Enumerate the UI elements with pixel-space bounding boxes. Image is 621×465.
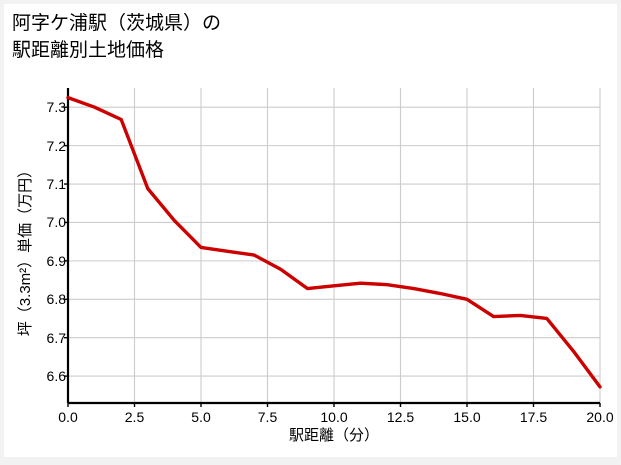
x-tick-label: 15.0 [453, 409, 481, 425]
y-tick-label: 6.9 [46, 252, 66, 269]
y-tick-label: 6.6 [46, 368, 66, 385]
gridlines [67, 88, 601, 403]
price-line-series [66, 95, 602, 389]
y-tick-label: 6.7 [46, 329, 66, 346]
x-tick-label: 20.0 [586, 409, 614, 425]
y-tick-label: 7.1 [46, 176, 66, 193]
x-axis-label: 駅距離（分） [288, 427, 379, 444]
y-tick-label: 7.0 [46, 214, 66, 231]
line-chart-svg [64, 88, 602, 407]
chart-figure: 阿字ケ浦駅（茨城県）の 駅距離別土地価格 坪（3.3m²）単価（万円） 駅距離（… [4, 4, 617, 457]
x-tick-label: 2.5 [124, 409, 145, 425]
x-tick-label: 12.5 [386, 409, 415, 425]
y-tick-label: 7.2 [46, 137, 66, 154]
x-tick-label: 0.0 [58, 409, 78, 425]
y-tick-label: 7.3 [46, 99, 66, 116]
plot-area-wrapper: 坪（3.3m²）単価（万円） 駅距離（分） 0.0 2.5 5.0 7.5 10.0 12… [4, 4, 617, 457]
x-tick-label: 10.0 [320, 409, 348, 425]
x-tick-label: 17.5 [519, 409, 548, 425]
tick-marks [64, 106, 601, 407]
x-tick-label: 7.5 [257, 409, 278, 425]
x-tick-label: 5.0 [191, 409, 211, 425]
chart-title: 阿字ケ浦駅（茨城県）の 駅距離別土地価格 [12, 13, 222, 61]
y-tick-label: 6.8 [46, 291, 66, 308]
